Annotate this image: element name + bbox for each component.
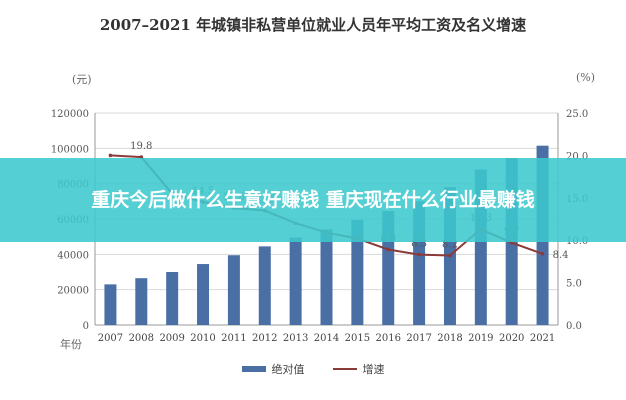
x-tick-label: 2007 bbox=[98, 333, 123, 344]
bar bbox=[135, 278, 148, 325]
growth-data-label: 8.2 bbox=[442, 239, 458, 250]
right-axis-unit: (%) bbox=[576, 71, 596, 84]
y-right-tick-label: 5.0 bbox=[566, 279, 582, 290]
legend-bar-swatch bbox=[241, 366, 266, 372]
x-tick-label: 2012 bbox=[252, 333, 277, 344]
banner-text: 重庆今后做什么生意好赚钱 重庆现在什么行业最赚钱 bbox=[91, 189, 535, 211]
x-tick-label: 2014 bbox=[314, 333, 339, 344]
legend-item-bar: 绝对值 bbox=[241, 361, 305, 377]
growth-point bbox=[108, 153, 113, 158]
bar bbox=[258, 246, 271, 325]
growth-point bbox=[417, 252, 421, 257]
growth-point bbox=[540, 251, 545, 256]
growth-data-label: 19.8 bbox=[130, 141, 152, 152]
x-tick-label: 2008 bbox=[129, 333, 154, 344]
bar bbox=[104, 284, 117, 325]
x-axis-unit: 年份 bbox=[60, 338, 82, 351]
legend-bar-label: 绝对值 bbox=[271, 363, 305, 376]
y-left-tick-label: 20000 bbox=[57, 286, 89, 297]
x-tick-label: 2017 bbox=[406, 333, 431, 344]
y-right-tick-label: 0.0 bbox=[566, 321, 582, 332]
x-tick-label: 2010 bbox=[190, 333, 215, 344]
x-tick-label: 2021 bbox=[530, 333, 555, 344]
y-left-tick-label: 0 bbox=[83, 321, 89, 332]
bar bbox=[197, 264, 210, 325]
legend-line-label: 增速 bbox=[362, 363, 385, 376]
bar bbox=[320, 229, 333, 325]
growth-data-label: 8.3 bbox=[411, 239, 427, 250]
bar bbox=[351, 219, 364, 325]
x-tick-label: 2018 bbox=[437, 333, 462, 344]
x-tick-label: 2011 bbox=[221, 333, 246, 344]
x-tick-label: 2009 bbox=[159, 333, 184, 344]
y-left-tick-label: 40000 bbox=[57, 250, 89, 261]
legend-line-swatch bbox=[332, 368, 357, 370]
growth-point bbox=[448, 253, 452, 258]
y-left-tick-label: 100000 bbox=[51, 144, 89, 155]
growth-point bbox=[386, 247, 391, 252]
left-axis-unit: (元) bbox=[72, 73, 92, 86]
growth-data-label: 8.4 bbox=[553, 250, 569, 261]
y-right-tick-label: 20.0 bbox=[566, 151, 588, 162]
x-tick-label: 2016 bbox=[376, 333, 401, 344]
x-tick-label: 2019 bbox=[468, 333, 493, 344]
x-tick-label: 2015 bbox=[345, 333, 370, 344]
y-right-tick-label: 25.0 bbox=[566, 109, 588, 120]
x-tick-label: 2020 bbox=[499, 333, 524, 344]
bar bbox=[227, 255, 240, 325]
legend-item-line: 增速 bbox=[332, 361, 385, 377]
x-tick-label: 2013 bbox=[283, 333, 308, 344]
growth-point bbox=[139, 155, 144, 159]
bar bbox=[166, 272, 179, 325]
bar bbox=[289, 237, 302, 325]
y-left-tick-label: 120000 bbox=[51, 109, 89, 120]
chart-title: 2007–2021 年城镇非私营单位就业人员年平均工资及名义增速 bbox=[99, 16, 527, 34]
overlay-banner: 重庆今后做什么生意好赚钱 重庆现在什么行业最赚钱 bbox=[0, 158, 626, 242]
legend: 绝对值 增速 bbox=[0, 361, 626, 377]
